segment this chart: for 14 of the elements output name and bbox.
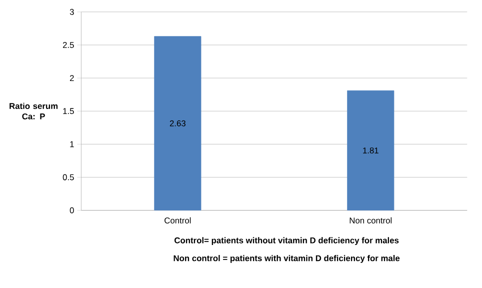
y-tick-label: 1.5: [63, 108, 74, 114]
x-tick-label: Control: [164, 217, 191, 224]
data-label: 2.63: [170, 120, 186, 126]
x-axis-title: Control= patients without vitamin D deficiency for males: [174, 237, 399, 246]
y-tick-label: 0: [70, 207, 74, 214]
y-tick-label: 1: [70, 141, 74, 148]
y-axis-title: Ratio serum Ca: P: [10, 102, 58, 120]
text: Non control = patients with vitamin D deficiency for male: [174, 255, 400, 263]
y-tick-label: 2: [70, 75, 74, 82]
y-tick-label: 3: [70, 9, 74, 16]
y-tick-label: 2.5: [62, 42, 74, 48]
data-label: 1.81: [363, 148, 378, 154]
y-tick-label: 0.5: [62, 174, 74, 180]
x-tick-label: Non control: [350, 217, 392, 224]
